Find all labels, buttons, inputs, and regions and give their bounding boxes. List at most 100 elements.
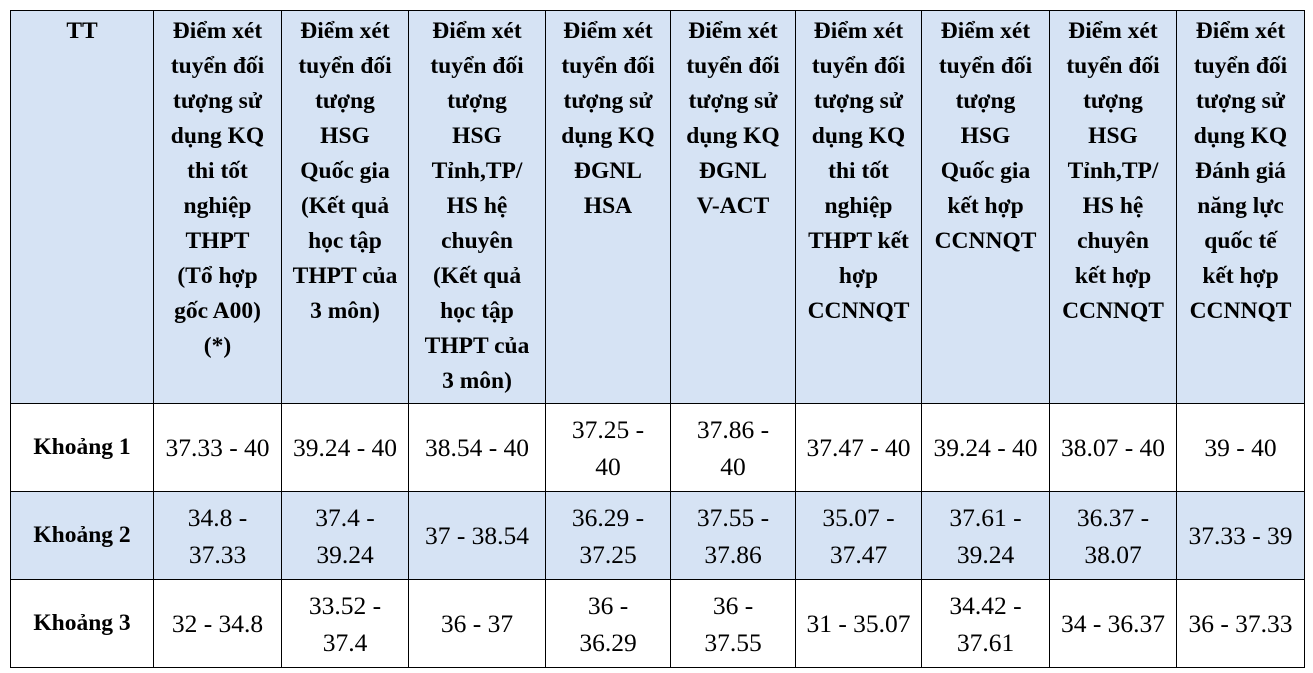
header-line: hợp [838, 263, 879, 289]
table-row: Khoảng 1 37.33 - 40 39.24 - 40 38.54 - 40 37… [10, 403, 1305, 492]
header-line: Đánh giá [1195, 158, 1286, 184]
header-line: kết hợp [1074, 263, 1152, 289]
header-line: gốc A00) [174, 298, 261, 324]
table-body: Khoảng 1 37.33 - 40 39.24 - 40 38.54 - 40 37… [10, 403, 1305, 668]
cell-line: 37.61 [956, 627, 1015, 657]
score-range-cell: 37.55 - 37.86 [670, 491, 796, 580]
cell-line: 37.47 [829, 539, 888, 569]
header-line: Quốc gia [300, 158, 390, 184]
header-cell-7: Điểm xét tuyển đối tượng HSG Quốc gia kết hợp… [921, 10, 1050, 404]
header-line: 3 môn) [310, 298, 380, 324]
header-line: Điểm xét [563, 18, 653, 44]
cell-line: 39 - 40 [1204, 433, 1277, 462]
cell-line: 37.25 [579, 539, 637, 569]
cell-line: 36.37 - [1076, 502, 1150, 532]
header-line: tuyển đối [1066, 53, 1160, 79]
header-line: thi tốt [828, 158, 889, 184]
header-cell-9: Điểm xét tuyển đối tượng sử dụng KQ Đánh giá… [1176, 10, 1305, 404]
cell-line: 31 - 35.07 [806, 609, 911, 638]
header-line: Quốc gia [940, 158, 1031, 184]
header-line: ĐGNL [574, 158, 642, 184]
cell-line: 35.07 - [822, 502, 895, 532]
header-cell-8: Điểm xét tuyển đối tượng HSG Tỉnh,TP/HS hệ ch… [1049, 10, 1177, 404]
header-line: Điểm xét [1068, 18, 1158, 44]
header-line: Tỉnh,TP/ [431, 158, 523, 184]
header-row: TT Điểm xét tuyển đối tượng sử dụng KQ thi tố… [10, 10, 1305, 404]
score-range-cell: 39.24 - 40 [921, 403, 1050, 492]
header-line: Điểm xét [172, 18, 263, 44]
score-range-cell: 36 - 37.33 [1176, 579, 1305, 668]
header-line: CCNNQT [1062, 298, 1164, 324]
header-line: CCNNQT [1189, 298, 1292, 324]
header-line: THPT [185, 228, 250, 254]
score-range-cell: 34.42 - 37.61 [921, 579, 1050, 668]
cell-line: 37.47 - 40 [806, 433, 911, 462]
header-line: chuyên [441, 228, 513, 254]
header-line: Điểm xét [688, 18, 778, 44]
cell-line: 37.55 - [696, 502, 770, 532]
score-range-cell: 33.52 - 37.4 [281, 579, 409, 668]
score-range-cell: 39.24 - 40 [281, 403, 409, 492]
header-line: năng lực [1197, 193, 1284, 219]
header-line: CCNNQT [807, 298, 910, 324]
header-line: THPT của [292, 263, 398, 289]
header-line: (Kết quả [300, 193, 390, 219]
score-range-cell: 38.07 - 40 [1049, 403, 1177, 492]
header-line: (Kết quả [432, 263, 522, 289]
header-line: dụng KQ [561, 123, 655, 149]
header-line: tượng [1083, 88, 1143, 114]
score-range-cell: 32 - 34.8 [153, 579, 282, 668]
header-line: tuyển đối [170, 53, 265, 79]
cell-line: 39.24 - 40 [292, 433, 398, 462]
header-line: tượng [447, 88, 507, 114]
header-cell-tt: TT [10, 10, 154, 404]
cell-line: 36.29 - [571, 502, 645, 532]
header-line: (*) [203, 333, 232, 359]
header-line: HSG [452, 123, 502, 149]
score-range-cell: 36 - 36.29 [545, 579, 671, 668]
header-line: TT [66, 18, 98, 44]
header-line: Điểm xét [432, 18, 522, 44]
cell-line: 36 - [712, 590, 754, 620]
header-line: HS hệ [1082, 193, 1144, 219]
header-line: tượng sử [814, 88, 903, 114]
header-line: Điểm xét [813, 18, 904, 44]
row-label: Khoảng 1 [10, 403, 154, 492]
table-row: Khoảng 2 34.8 - 37.33 37.4 - 39.24 37 - 38.54… [10, 491, 1305, 580]
header-line: ĐGNL [699, 158, 767, 184]
header-line: dụng KQ [811, 123, 906, 149]
header-line: thi tốt [187, 158, 248, 184]
score-range-cell: 34.8 - 37.33 [153, 491, 282, 580]
score-range-cell: 37 - 38.54 [408, 491, 546, 580]
header-cell-6: Điểm xét tuyển đối tượng sử dụng KQ thi tốt n… [795, 10, 922, 404]
score-range-cell: 37.47 - 40 [795, 403, 922, 492]
header-line: tuyển đối [938, 53, 1033, 79]
header-line: tuyển đối [298, 53, 392, 79]
score-range-cell: 36.37 - 38.07 [1049, 491, 1177, 580]
header-cell-2: Điểm xét tuyển đối tượng HSG Quốc gia (Kết qu… [281, 10, 409, 404]
header-line: HSG [320, 123, 370, 149]
header-line: (Tổ hợp [177, 263, 258, 289]
cell-line: 39.24 - 40 [933, 433, 1038, 462]
header-line: V-ACT [696, 193, 770, 219]
header-cell-5: Điểm xét tuyển đối tượng sử dụng KQ ĐGNL V-AC… [670, 10, 796, 404]
cell-line: 38.54 - 40 [424, 433, 530, 462]
header-line: CCNNQT [934, 228, 1037, 254]
header-line: dụng KQ [170, 123, 265, 149]
header-line: tượng sử [563, 88, 653, 114]
cell-line: 38.07 [1084, 539, 1142, 569]
header-line: chuyên [1077, 228, 1149, 254]
cell-line: 37.55 [704, 627, 762, 657]
score-range-cell: 36 - 37 [408, 579, 546, 668]
row-label: Khoảng 2 [10, 491, 154, 580]
header-line: tượng [315, 88, 375, 114]
score-range-cell: 39 - 40 [1176, 403, 1305, 492]
header-cell-3: Điểm xét tuyển đối tượng HSG Tỉnh,TP/HS hệ ch… [408, 10, 546, 404]
header-line: HS hệ [446, 193, 508, 219]
header-line: tượng [955, 88, 1016, 114]
header-line: tượng sử [688, 88, 778, 114]
header-line: kết hợp [1202, 263, 1279, 289]
table-header: TT Điểm xét tuyển đối tượng sử dụng KQ thi tố… [10, 10, 1305, 404]
header-line: HSG [960, 123, 1011, 149]
cell-line: 40 [720, 451, 746, 481]
